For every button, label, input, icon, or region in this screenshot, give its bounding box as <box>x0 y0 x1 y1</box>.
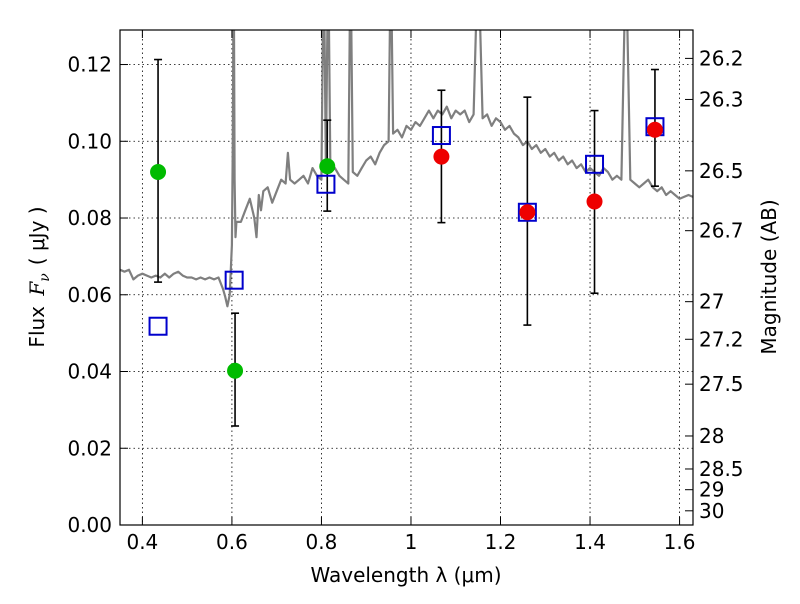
right-tick-label: 30 <box>699 499 724 523</box>
blue-square-marker <box>585 154 605 174</box>
right-tick-label: 27.5 <box>699 372 744 396</box>
y-axis-label-units: ( μJy ) <box>25 206 49 265</box>
right-tick-label: 27.2 <box>699 327 744 351</box>
x-tick-label: 1.2 <box>485 530 517 554</box>
green-point <box>150 163 167 180</box>
data-layer <box>120 30 693 427</box>
x-tick-label: 1.6 <box>664 530 696 554</box>
y-tick-label: 0.00 <box>67 513 112 537</box>
right-tick-label: 29 <box>699 478 724 502</box>
y-tick-label: 0.06 <box>67 283 112 307</box>
red-point <box>586 193 603 210</box>
x-tick-label: 0.6 <box>216 530 248 554</box>
blue-square-marker <box>431 126 451 146</box>
y-tick-label: 0.10 <box>67 129 112 153</box>
y-axis-label-prefix: Flux <box>25 300 49 348</box>
y-axis-label-subscript: ν <box>37 273 53 282</box>
red-point <box>519 204 536 221</box>
x-tick-label: 0.4 <box>126 530 158 554</box>
x-axis-label: Wavelength λ (μm) <box>310 563 501 587</box>
right-axis-label: Magnitude (AB) <box>757 199 781 354</box>
y-axis-label-symbol: F <box>25 281 49 297</box>
red-point <box>433 148 450 165</box>
y-axis-label: Flux Fν ( μJy ) <box>25 206 53 347</box>
blue-square-marker <box>224 270 244 290</box>
axis-ticks: 0.4 0.6 0.8 1 1.2 1.4 1.6 0.00 0.02 0.04 0.06 0.08 0… <box>67 30 744 554</box>
y-tick-label: 0.02 <box>67 436 112 460</box>
right-tick-label: 28.5 <box>699 457 744 481</box>
green-point <box>227 362 244 379</box>
x-tick-label: 1.4 <box>574 530 606 554</box>
green-point <box>319 158 336 175</box>
right-tick-label: 26.2 <box>699 46 744 70</box>
blue-square-marker <box>316 174 336 194</box>
x-tick-label: 1 <box>405 530 418 554</box>
model-spectrum-line <box>120 30 693 308</box>
y-tick-label: 0.12 <box>67 53 112 77</box>
x-tick-label: 0.8 <box>306 530 338 554</box>
blue-square-marker <box>517 202 537 222</box>
y-tick-label: 0.08 <box>67 206 112 230</box>
right-tick-label: 26.3 <box>699 87 744 111</box>
red-point <box>646 121 663 138</box>
y-tick-label: 0.04 <box>67 360 112 384</box>
right-tick-label: 26.7 <box>699 219 744 243</box>
plot-area <box>120 30 693 525</box>
plot-frame <box>119 29 694 526</box>
right-tick-label: 26.5 <box>699 159 744 183</box>
right-tick-label: 27 <box>699 290 724 314</box>
right-tick-label: 28 <box>699 424 724 448</box>
blue-square-marker <box>148 316 168 336</box>
